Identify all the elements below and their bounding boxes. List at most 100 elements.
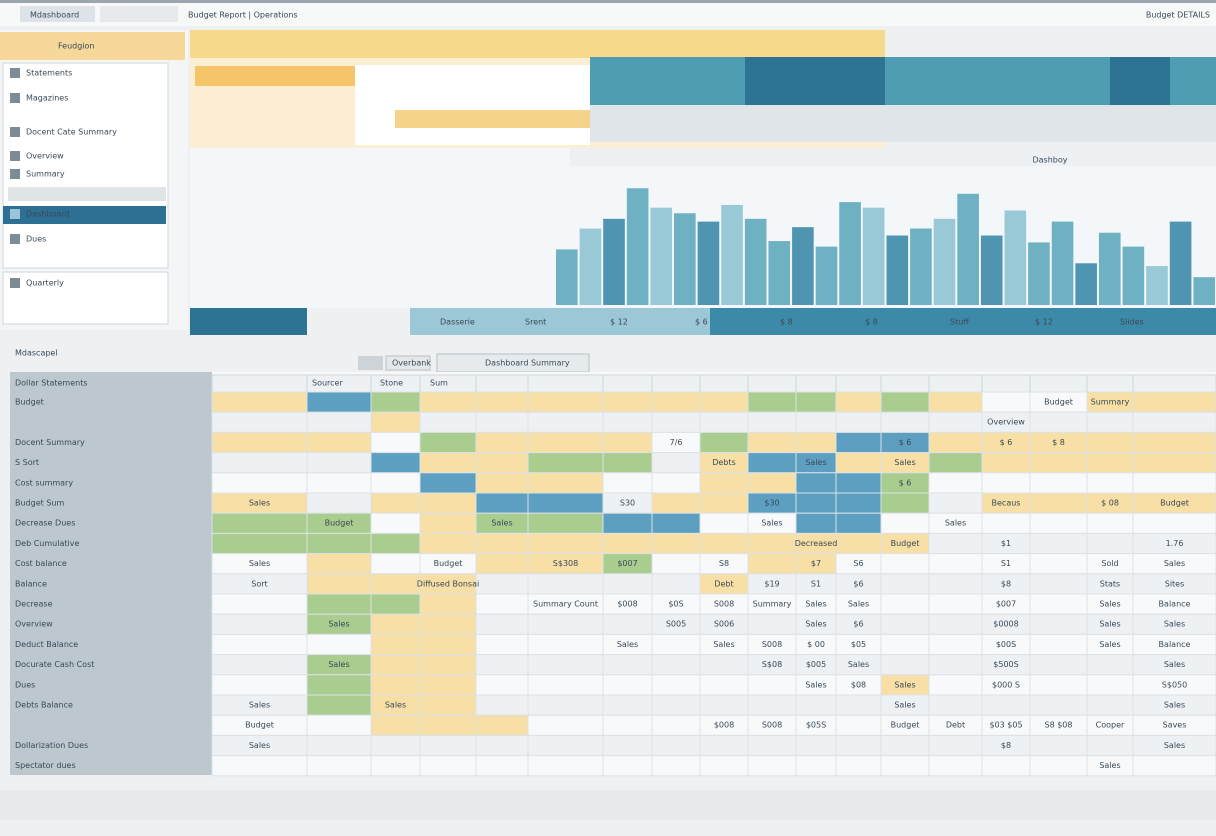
button[interactable] (358, 356, 383, 370)
chart-footer-label: $ 6 (695, 318, 708, 327)
table-cell (880, 734, 930, 757)
table-cell-text: Sales (328, 620, 349, 629)
table-cell (1132, 452, 1216, 474)
table-cell (928, 573, 983, 595)
table-header-cell (419, 374, 477, 393)
table-cell (419, 694, 477, 716)
table-cell (699, 391, 749, 413)
table-cell (1086, 734, 1134, 757)
sidebar-selected[interactable] (3, 206, 166, 224)
table-cell (419, 452, 477, 474)
top-panel-row (195, 66, 355, 86)
sidebar-field[interactable] (8, 187, 166, 201)
table-cell (747, 472, 797, 494)
chart-title: Dashboy (1032, 156, 1067, 165)
table-cell (928, 674, 983, 696)
table-cell (527, 391, 604, 413)
statusbar (0, 790, 1216, 820)
top-panel-row (395, 110, 590, 128)
table-cell (370, 532, 421, 555)
table-cell (306, 633, 372, 656)
table-cell (1029, 734, 1088, 757)
table-header: Sourcer (312, 379, 343, 388)
table-cell (835, 411, 882, 433)
bar (815, 246, 838, 305)
tab[interactable] (20, 6, 95, 22)
chart-footer-light (410, 308, 710, 335)
bar (980, 235, 1003, 305)
table-cell (880, 633, 930, 656)
chart-footer-label: Stuff (950, 318, 969, 327)
table-cell (602, 532, 653, 555)
table-cell-text: Sales (1164, 559, 1185, 568)
tab[interactable] (100, 6, 178, 22)
table-cell (419, 714, 477, 736)
table-cell (306, 391, 372, 413)
table-cell-text: Stats (1100, 579, 1120, 588)
table-cell-text: $0S (668, 600, 683, 609)
table-cell (1132, 755, 1216, 777)
table-cell (475, 452, 529, 474)
table-cell-text: Debts (712, 458, 735, 467)
table-cell (211, 391, 308, 413)
table-cell (370, 593, 421, 615)
table-header-cell (651, 374, 701, 393)
sidebar-item[interactable]: Quarterly (26, 279, 64, 288)
table-cell (835, 512, 882, 534)
sidebar-item[interactable]: Dues (26, 235, 46, 244)
sidebar-item[interactable]: Statements (26, 69, 72, 78)
row-label: Docent Summary (15, 438, 85, 447)
table-cell-text: Sales (713, 640, 734, 649)
table-cell-text: S006 (714, 620, 734, 629)
table-cell (419, 593, 477, 615)
table-cell (419, 633, 477, 656)
table-cell (928, 452, 983, 474)
table-cell (475, 654, 529, 676)
sidebar-item[interactable]: Overview (26, 152, 64, 161)
table-cell-text: S008 (714, 600, 734, 609)
button[interactable] (385, 355, 431, 371)
table-cell (1132, 431, 1216, 454)
teal-strip-dark (745, 57, 885, 105)
row-label: Dues (15, 680, 35, 689)
table-cell (747, 553, 797, 575)
table-cell (419, 512, 477, 534)
table-cell (475, 492, 529, 514)
table-cell (651, 553, 701, 575)
sidebar-item[interactable]: Summary (26, 170, 65, 179)
bar (886, 235, 909, 305)
table-cell (1086, 472, 1134, 494)
table-header: Sum (430, 379, 448, 388)
sidebar-icon (10, 234, 20, 244)
table-cell (651, 573, 701, 595)
table-cell (1029, 573, 1088, 595)
table-cell (835, 431, 882, 454)
table-cell (795, 734, 837, 757)
table-cell (651, 391, 701, 413)
table-cell (981, 452, 1031, 474)
table-cell-text: Sales (249, 701, 270, 710)
table-header-cell (1132, 374, 1216, 393)
table-cell (747, 452, 797, 474)
sidebar-item[interactable]: Magazines (26, 94, 68, 103)
sidebar-panel (2, 271, 169, 325)
table-cell-text: Budget (245, 721, 274, 730)
table-cell-text: $8 (1001, 741, 1011, 750)
table-cell (306, 755, 372, 777)
table-cell (651, 452, 701, 474)
sidebar-icon (10, 278, 20, 288)
table-cell (370, 755, 421, 777)
bar (721, 204, 743, 305)
table-cell (527, 431, 604, 454)
topbar-tab: Budget Report | Operations (188, 11, 298, 20)
row-label: Budget Sum (15, 499, 64, 508)
sidebar-item[interactable]: Docent Cate Summary (26, 128, 117, 137)
table-cell-text: Sales (491, 519, 512, 528)
table-cell (370, 512, 421, 534)
sidebar-item[interactable]: Dashboard (26, 210, 69, 219)
table-cell (835, 694, 882, 716)
table-cell (475, 694, 529, 716)
table-cell (1029, 633, 1088, 656)
table-cell (527, 694, 604, 716)
